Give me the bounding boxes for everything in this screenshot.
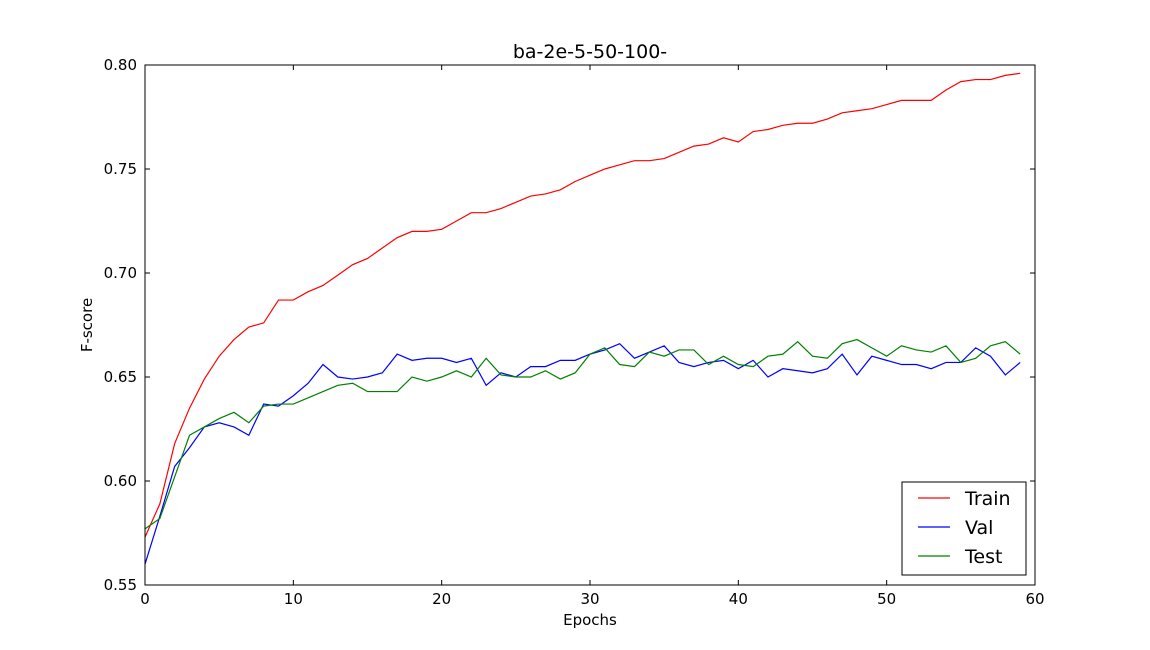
series-line-test <box>145 340 1020 529</box>
y-tick-label: 0.80 <box>104 56 137 74</box>
series-line-train <box>145 73 1020 537</box>
x-tick-label: 60 <box>1025 590 1044 608</box>
legend: Train Val Test <box>902 482 1026 575</box>
x-axis-label: Epochs <box>563 611 617 629</box>
legend-label-test: Test <box>964 546 1002 568</box>
y-tick-label: 0.55 <box>104 576 137 594</box>
x-tick-label: 40 <box>729 590 748 608</box>
x-tick-label: 50 <box>877 590 896 608</box>
x-tick-label: 0 <box>140 590 150 608</box>
x-tick-label: 10 <box>284 590 303 608</box>
series-line-val <box>145 344 1020 564</box>
y-tick-label: 0.75 <box>104 160 137 178</box>
chart-title: ba-2e-5-50-100- <box>513 41 667 63</box>
legend-label-train: Train <box>964 488 1011 510</box>
y-tick-label: 0.60 <box>104 472 137 490</box>
x-tick-label: 30 <box>580 590 599 608</box>
y-axis-label: F-score <box>78 298 96 352</box>
legend-label-val: Val <box>965 517 993 539</box>
x-tick-label: 20 <box>432 590 451 608</box>
series-layer <box>145 73 1020 564</box>
y-tick-label: 0.70 <box>104 264 137 282</box>
y-tick-label: 0.65 <box>104 368 137 386</box>
